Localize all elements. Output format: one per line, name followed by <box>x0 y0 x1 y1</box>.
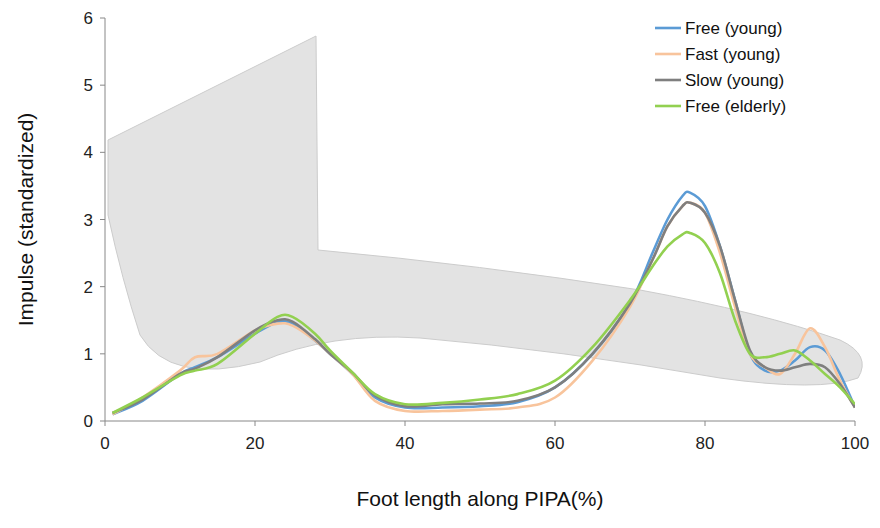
legend-label: Free (elderly) <box>685 97 786 116</box>
y-tick <box>100 18 105 19</box>
y-tick <box>100 219 105 220</box>
y-tick-label: 5 <box>84 76 93 95</box>
legend-swatch <box>655 79 681 82</box>
legend-label: Free (young) <box>685 19 782 38</box>
x-tick-label: 60 <box>546 434 565 453</box>
y-tick <box>100 353 105 354</box>
series-line <box>113 202 856 413</box>
x-tick-label: 20 <box>246 434 265 453</box>
y-tick-label: 3 <box>84 211 93 230</box>
x-tick-label: 40 <box>396 434 415 453</box>
x-tick <box>555 421 556 426</box>
legend-label: Fast (young) <box>685 45 780 64</box>
series-line <box>113 192 856 415</box>
x-tick <box>705 421 706 426</box>
series-line <box>113 202 856 414</box>
x-tick <box>105 421 106 426</box>
series-line <box>113 232 856 413</box>
legend-swatch <box>655 27 681 30</box>
plot-lines <box>113 192 856 415</box>
x-axis-title: Foot length along PIPA(%) <box>356 487 603 510</box>
x-tick <box>405 421 406 426</box>
y-tick-label: 4 <box>84 143 93 162</box>
x-axis <box>105 421 855 422</box>
y-tick <box>100 286 105 287</box>
legend-swatch <box>655 105 681 108</box>
x-tick-label: 80 <box>696 434 715 453</box>
x-tick <box>255 421 256 426</box>
x-tick-label: 100 <box>841 434 869 453</box>
legend-label: Slow (young) <box>685 71 784 90</box>
foot-illustration <box>108 36 862 385</box>
y-axis-title: Impulse (standardized) <box>14 113 37 327</box>
y-tick <box>100 421 105 422</box>
chart: 0123456020406080100Foot length along PIP… <box>0 0 880 528</box>
y-tick-label: 0 <box>84 412 93 431</box>
legend: Free (young) Fast (young) Slow (young) Free… <box>655 19 786 116</box>
legend-swatch <box>655 53 681 56</box>
y-tick <box>100 85 105 86</box>
y-tick-label: 1 <box>84 345 93 364</box>
y-tick-label: 2 <box>84 278 93 297</box>
x-tick <box>855 421 856 426</box>
y-tick-label: 6 <box>84 9 93 28</box>
y-tick <box>100 152 105 153</box>
x-tick-label: 0 <box>100 434 109 453</box>
